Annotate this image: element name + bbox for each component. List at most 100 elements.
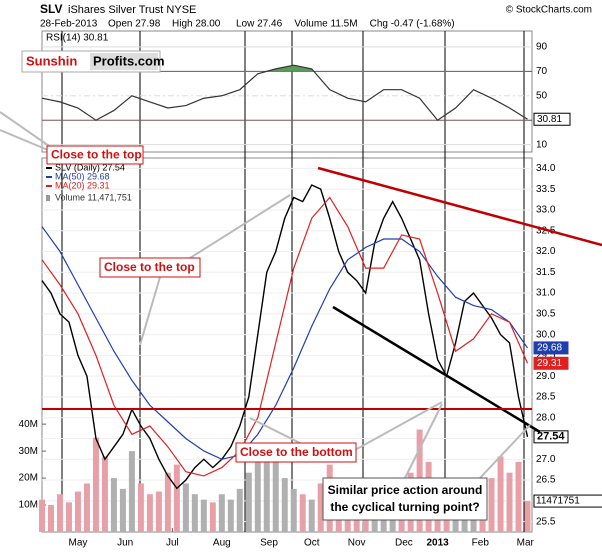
y-tick-label: 50 [536, 90, 548, 101]
y-tick-label: 27.0 [536, 454, 556, 465]
annotation: Similar price action around [328, 483, 483, 497]
volume-bar [47, 505, 54, 532]
moving-average [41, 196, 529, 477]
volume-bar [146, 494, 153, 532]
x-tick-label: Jun [117, 538, 133, 549]
volume-bar [65, 502, 72, 532]
y-tick-label: 10 [536, 139, 548, 150]
volume-bar [524, 501, 531, 532]
annotation: Close to the top [51, 148, 142, 162]
x-tick-label: Mar [517, 538, 535, 549]
x-tick-label: Aug [213, 538, 231, 549]
volume-bar [101, 456, 108, 532]
volume-bar [200, 499, 207, 532]
value-badge-label: 29.31 [537, 358, 562, 369]
volume-bar [308, 499, 315, 532]
volume-bar [236, 488, 243, 532]
volume-bar [497, 456, 504, 532]
legend-label: Volume 11,471,751 [55, 192, 132, 202]
y-tick-label: 29.0 [536, 371, 556, 382]
volume-bar [209, 502, 216, 532]
legend-label: MA(20) 29.31 [55, 180, 110, 190]
legend-label: SLV (Daily) 27.54 [55, 162, 125, 172]
annotation: Close to the top [104, 260, 195, 274]
copyright: © StockCharts.com [506, 5, 592, 16]
y-tick-label: 28.0 [536, 412, 556, 423]
volume-bar [299, 494, 306, 532]
quote-item: Chg -0.47 (-1.68%) [370, 19, 455, 30]
rsi-overbought [42, 65, 528, 72]
rsi-panel [41, 30, 533, 153]
volume-bar [263, 451, 270, 532]
y-tick-label: 33.5 [536, 184, 556, 195]
volume-bar [74, 491, 81, 532]
quote-item: High 28.00 [172, 19, 221, 30]
volume-tick-label: 40M [19, 419, 38, 430]
annotation: Close to the bottom [240, 445, 353, 459]
x-tick-label: Dec [395, 538, 413, 549]
y-tick-label: 32.0 [536, 246, 556, 257]
x-tick-label: Oct [304, 538, 320, 549]
symbol: SLV [40, 2, 62, 16]
volume-bar [506, 472, 513, 532]
value-badge [533, 430, 569, 444]
moving-average [41, 226, 528, 460]
y-tick-label: 31.0 [536, 288, 556, 299]
value-badge-label: 11471751 [536, 496, 580, 507]
value-badge-label: 29.68 [537, 343, 562, 354]
annotation: the cyclical turning point? [330, 500, 479, 514]
price-panel [41, 157, 533, 533]
security-name: iShares Silver Trust NYSE [68, 4, 196, 16]
legend-label: MA(50) 29.68 [55, 171, 110, 181]
volume-tick-label: 30M [19, 446, 38, 457]
logo-text: Sunshin [26, 53, 77, 68]
y-tick-label: 25.5 [536, 516, 556, 527]
value-badge [533, 341, 569, 355]
value-badge-label: 27.54 [537, 431, 565, 443]
x-tick-label: May [69, 538, 88, 549]
rsi-line [41, 64, 528, 122]
date: 28-Feb-2013 [40, 19, 98, 30]
volume-bar [488, 478, 495, 532]
legend-swatch [46, 195, 50, 201]
y-tick-label: 30.0 [536, 329, 556, 340]
logo-text: Profits.com [93, 53, 165, 68]
quote-item: Low 27.46 [236, 19, 283, 30]
support-line [332, 305, 541, 434]
value-badge [533, 494, 602, 508]
value-badge [533, 112, 571, 126]
volume-tick-label: 20M [19, 473, 38, 484]
y-tick-label: 29.5 [536, 350, 556, 361]
quote-item: Open 27.98 [108, 19, 161, 30]
x-tick-label: Feb [472, 538, 490, 549]
volume-bar [227, 499, 234, 532]
y-tick-label: 33.0 [536, 205, 556, 216]
volume-tick-label: 10M [19, 500, 38, 511]
volume-bar [110, 478, 117, 532]
volume-bar [173, 464, 180, 532]
y-tick-label: 31.5 [536, 267, 556, 278]
volume-bar [182, 483, 189, 532]
volume-bar [92, 437, 99, 532]
volume-bar [218, 494, 225, 532]
volume-bar [281, 478, 288, 532]
volume-bar [39, 499, 45, 532]
x-tick-label: Sep [260, 538, 278, 549]
volume-bar [137, 483, 144, 532]
quote-item: Volume 11.5M [294, 19, 357, 30]
volume-bar [515, 461, 522, 532]
y-tick-label: 90 [536, 42, 548, 53]
callout-box [322, 477, 488, 521]
volume-bar [191, 494, 198, 532]
value-badge [533, 356, 569, 370]
volume-bar [290, 488, 297, 532]
volume-bar [119, 488, 126, 532]
volume-bar [128, 451, 135, 532]
callout-box [235, 442, 357, 463]
volume-bar [272, 461, 279, 532]
y-tick-label: 30.5 [536, 308, 556, 319]
callout-arrows [0, 111, 531, 479]
volume-bar [56, 494, 63, 532]
volume-bar [164, 472, 171, 532]
